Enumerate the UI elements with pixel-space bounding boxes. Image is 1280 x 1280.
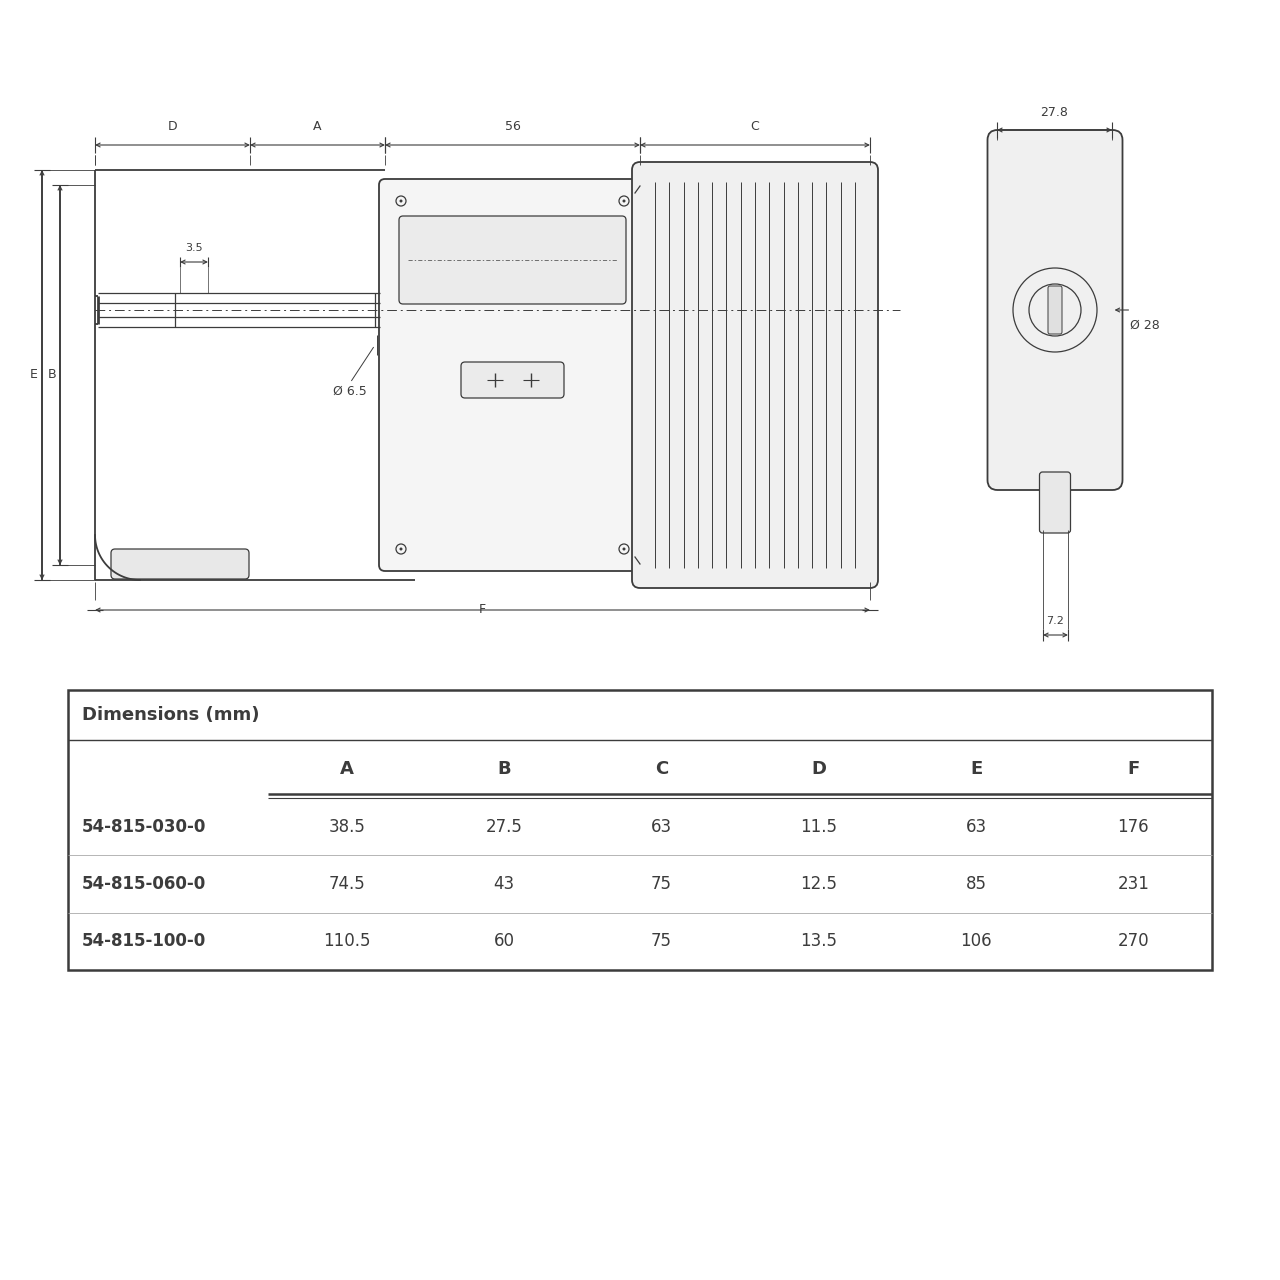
FancyBboxPatch shape bbox=[399, 216, 626, 303]
Text: D: D bbox=[168, 120, 178, 133]
Text: 176: 176 bbox=[1117, 818, 1149, 836]
Text: D: D bbox=[812, 760, 826, 778]
Text: E: E bbox=[31, 369, 38, 381]
Text: Dimensions (mm): Dimensions (mm) bbox=[82, 707, 260, 724]
Text: C: C bbox=[654, 760, 668, 778]
Text: F: F bbox=[479, 603, 486, 616]
Text: A: A bbox=[314, 120, 321, 133]
Text: C: C bbox=[750, 120, 759, 133]
Circle shape bbox=[622, 200, 626, 202]
FancyBboxPatch shape bbox=[632, 163, 878, 588]
Text: 56: 56 bbox=[504, 120, 521, 133]
Text: 63: 63 bbox=[965, 818, 987, 836]
Text: Ø 6.5: Ø 6.5 bbox=[333, 385, 367, 398]
FancyBboxPatch shape bbox=[987, 131, 1123, 490]
Circle shape bbox=[399, 548, 402, 550]
Circle shape bbox=[399, 200, 402, 202]
Text: 27.5: 27.5 bbox=[485, 818, 522, 836]
FancyBboxPatch shape bbox=[461, 362, 564, 398]
Text: 12.5: 12.5 bbox=[800, 876, 837, 893]
Text: 43: 43 bbox=[493, 876, 515, 893]
Text: A: A bbox=[339, 760, 353, 778]
Text: 38.5: 38.5 bbox=[328, 818, 365, 836]
Text: 75: 75 bbox=[650, 932, 672, 950]
Text: 54-815-030-0: 54-815-030-0 bbox=[82, 818, 206, 836]
Bar bbox=[68, 690, 1212, 970]
Text: 11.5: 11.5 bbox=[800, 818, 837, 836]
Text: 3.5: 3.5 bbox=[186, 243, 202, 253]
Text: B: B bbox=[47, 369, 56, 381]
Text: F: F bbox=[1128, 760, 1139, 778]
Text: E: E bbox=[970, 760, 982, 778]
Text: Ø 28: Ø 28 bbox=[1130, 319, 1160, 332]
FancyBboxPatch shape bbox=[111, 549, 250, 579]
Text: 85: 85 bbox=[965, 876, 987, 893]
Text: 231: 231 bbox=[1117, 876, 1149, 893]
Text: 106: 106 bbox=[960, 932, 992, 950]
Text: 27.8: 27.8 bbox=[1041, 106, 1069, 119]
Text: B: B bbox=[497, 760, 511, 778]
Text: 74.5: 74.5 bbox=[328, 876, 365, 893]
Text: 75: 75 bbox=[650, 876, 672, 893]
Text: 13.5: 13.5 bbox=[800, 932, 837, 950]
FancyBboxPatch shape bbox=[379, 179, 646, 571]
Text: 63: 63 bbox=[650, 818, 672, 836]
Text: 54-815-060-0: 54-815-060-0 bbox=[82, 876, 206, 893]
Text: 110.5: 110.5 bbox=[323, 932, 370, 950]
Text: 270: 270 bbox=[1117, 932, 1149, 950]
Circle shape bbox=[622, 548, 626, 550]
Text: 60: 60 bbox=[494, 932, 515, 950]
FancyBboxPatch shape bbox=[1048, 285, 1062, 334]
Text: 7.2: 7.2 bbox=[1047, 616, 1065, 626]
FancyBboxPatch shape bbox=[1039, 472, 1070, 532]
Text: 54-815-100-0: 54-815-100-0 bbox=[82, 932, 206, 950]
